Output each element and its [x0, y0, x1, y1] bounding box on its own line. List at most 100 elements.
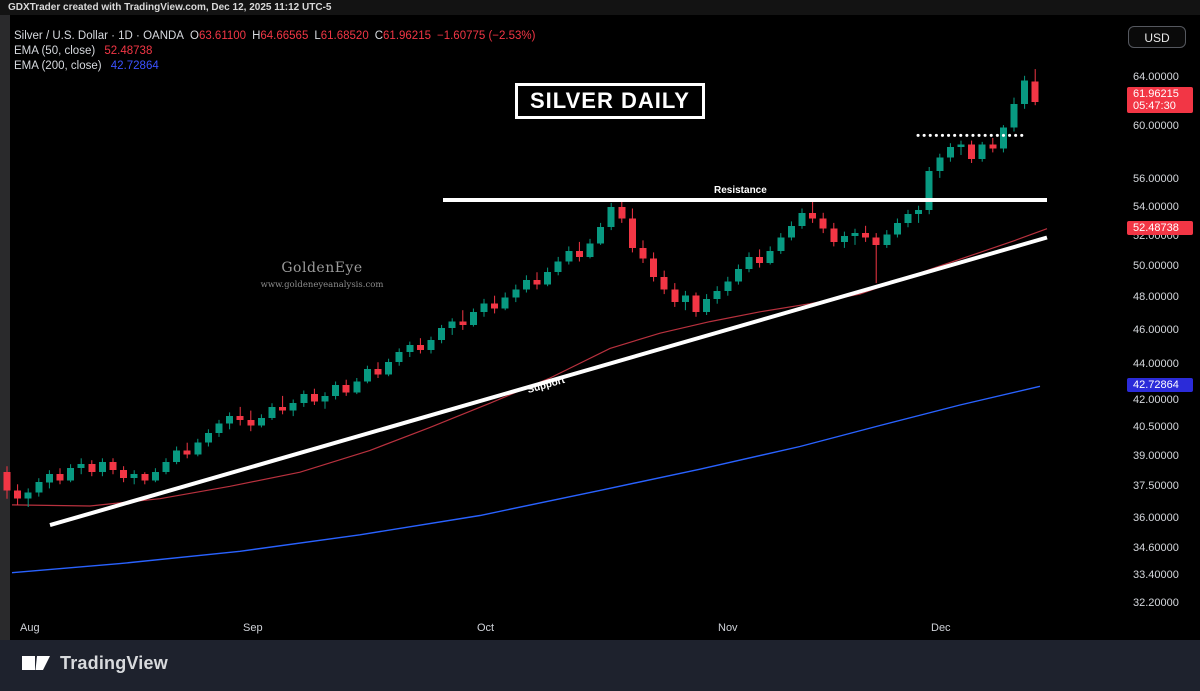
ema200-label: EMA (200, close) [14, 60, 102, 72]
candle [639, 247, 647, 259]
ema50-value: 52.48738 [104, 45, 153, 57]
candle [692, 295, 700, 312]
candle [607, 207, 615, 228]
legend-row-ema200[interactable]: EMA (200, close) 42.72864 [14, 59, 535, 74]
legend-row-ema50[interactable]: EMA (50, close) 52.48738 [14, 44, 535, 59]
candle [544, 272, 552, 285]
titlebar-text: GDXTrader created with TradingView.com, … [8, 2, 332, 13]
candle [77, 464, 85, 469]
candle [745, 256, 753, 270]
candle [671, 289, 679, 303]
chart-title-box: SILVER DAILY [515, 83, 705, 119]
tradingview-brand-link[interactable]: TradingView [22, 652, 168, 674]
candle [575, 250, 583, 257]
candle [268, 406, 276, 418]
ohlc-close-value: 61.96215 [383, 30, 431, 42]
candle [650, 258, 658, 277]
candle [904, 214, 912, 223]
candle [204, 433, 212, 443]
candle [756, 256, 764, 263]
symbol-legend[interactable]: Silver / U.S. Dollar · 1D · OANDA O63.611… [14, 29, 535, 74]
tradingview-wordmark: TradingView [60, 652, 168, 673]
candle [342, 385, 350, 393]
candle [554, 261, 562, 273]
candle [385, 362, 393, 375]
price-tick: 36.00000 [1133, 512, 1179, 524]
candle [809, 212, 817, 219]
candle [406, 345, 414, 352]
candle [130, 474, 138, 479]
ema50-label: EMA (50, close) [14, 45, 96, 57]
currency-toggle-button[interactable]: USD [1128, 26, 1186, 48]
watermark: GoldenEye www.goldeneyeanalysis.com [252, 260, 392, 290]
price-tick: 40.50000 [1133, 421, 1179, 433]
candle [14, 490, 22, 499]
candle [289, 403, 297, 411]
change-value: −1.60775 (−2.53%) [437, 30, 536, 42]
candle [257, 418, 265, 426]
candle [310, 394, 318, 402]
candle [586, 243, 594, 257]
candle [989, 144, 997, 149]
candle [45, 474, 53, 483]
left-edge-strip [0, 15, 10, 640]
candle [427, 339, 435, 351]
price-tick: 32.20000 [1133, 597, 1179, 609]
candle [353, 381, 361, 393]
candle [968, 144, 976, 159]
candle [777, 237, 785, 251]
ema200-value: 42.72864 [110, 60, 159, 72]
ohlc-low-letter: L [314, 30, 321, 42]
candle [1021, 80, 1029, 104]
candle [173, 450, 181, 463]
candle [279, 406, 287, 411]
candle [363, 369, 371, 382]
candle [374, 369, 382, 375]
candle [109, 462, 117, 471]
candle [448, 321, 456, 329]
price-tick: 50.00000 [1133, 260, 1179, 272]
candle [438, 328, 446, 340]
candle [819, 218, 827, 229]
watermark-name: GoldenEye [281, 260, 363, 276]
candle [724, 281, 732, 291]
candle [766, 250, 774, 263]
candle [300, 394, 308, 404]
price-tick: 37.50000 [1133, 480, 1179, 492]
price-tick: 56.00000 [1133, 173, 1179, 185]
price-tick: 44.00000 [1133, 358, 1179, 370]
footer-bar: TradingView [0, 640, 1200, 691]
price-tick: 42.00000 [1133, 394, 1179, 406]
candle [628, 218, 636, 248]
countdown-timer: 05:47:30 [1133, 100, 1176, 112]
price-tick: 34.60000 [1133, 542, 1179, 554]
candle [957, 144, 965, 148]
candle [713, 290, 721, 299]
time-tick-oct: Oct [477, 622, 495, 634]
price-tick: 39.00000 [1133, 450, 1179, 462]
candle [395, 351, 403, 363]
candle [999, 127, 1007, 149]
candle [512, 289, 520, 298]
candle [533, 279, 541, 285]
candle [3, 472, 11, 491]
last-price-label: 61.96215 05:47:30 [1127, 87, 1193, 113]
candle [851, 233, 859, 236]
price-tick: 46.00000 [1133, 324, 1179, 336]
candle [522, 279, 530, 290]
candle [501, 297, 509, 309]
support-line [49, 235, 1048, 528]
symbol-title: Silver / U.S. Dollar · 1D · OANDA [14, 30, 184, 42]
candle [491, 303, 499, 309]
candle [830, 228, 838, 242]
candle [98, 462, 106, 473]
ohlc-open-letter: O [189, 30, 199, 42]
candle [925, 171, 933, 210]
candle [24, 492, 32, 499]
candle [469, 311, 477, 325]
candle [883, 234, 891, 245]
candle [893, 222, 901, 235]
candle [681, 295, 689, 303]
candle [67, 468, 75, 481]
